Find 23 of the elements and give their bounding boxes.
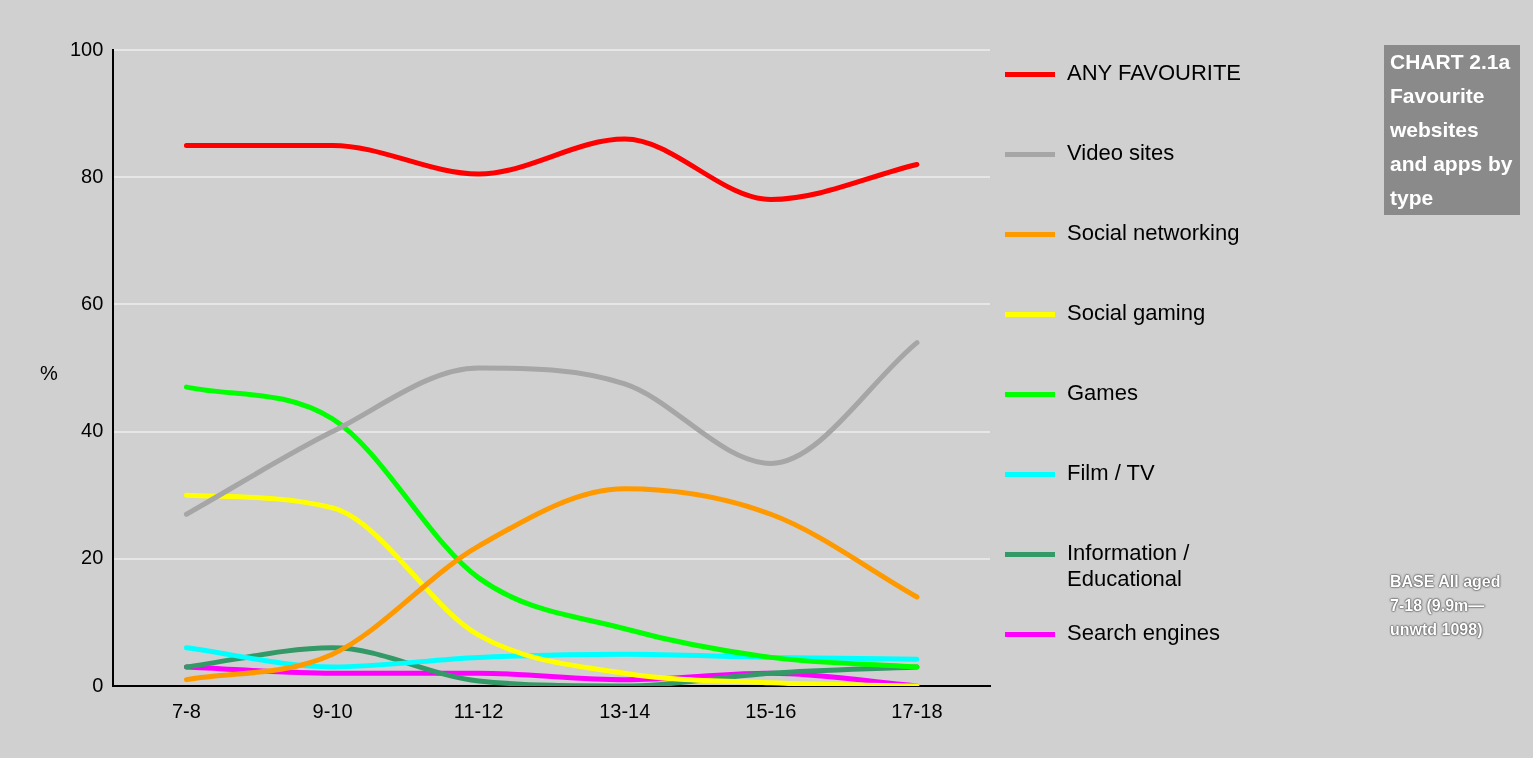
legend-label: Search engines (1067, 620, 1221, 646)
legend-label: Video sites (1067, 140, 1176, 166)
legend-label: Film / TV (1067, 460, 1156, 486)
y-tick-label: 0 (92, 673, 104, 696)
y-tick-label: 60 (81, 291, 104, 314)
y-tick-label: 20 (81, 546, 104, 569)
x-tick-label: 13-14 (599, 699, 651, 722)
x-tick-label: 9-10 (312, 699, 353, 722)
legend-label: ANY FAVOURITE (1067, 60, 1242, 86)
y-tick-label: 40 (81, 419, 104, 442)
x-tick-label: 7-8 (171, 699, 201, 722)
legend-label: Social gaming (1067, 300, 1207, 326)
x-tick-label: 11-12 (453, 699, 504, 722)
x-tick-label: 17-18 (891, 699, 943, 722)
y-axis-title: % (40, 362, 58, 385)
legend-label: Social networking (1067, 220, 1241, 246)
legend-label: Games (1067, 380, 1139, 406)
y-tick-label: 80 (81, 164, 104, 187)
legend-label: Information / Educational (1067, 540, 1191, 592)
x-tick-label: 15-16 (745, 699, 797, 722)
text: BASE All aged 7-18 (9.9m—unwtd 1098) (1390, 572, 1502, 641)
y-tick-label: 100 (69, 37, 104, 60)
text: CHART 2.1a Favourite websites and apps by type (1384, 45, 1520, 215)
